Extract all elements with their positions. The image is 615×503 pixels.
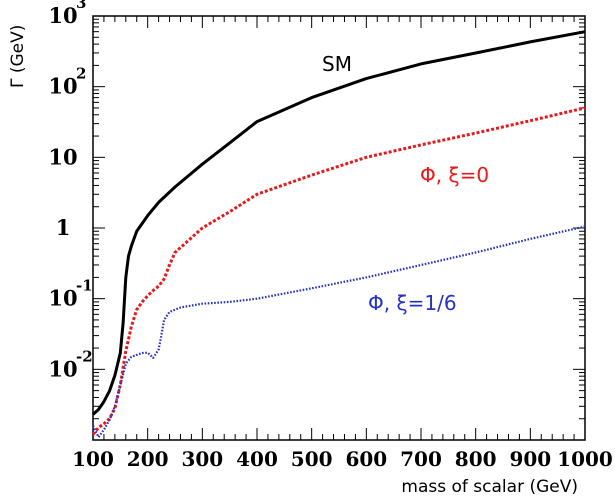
axis-ticks [92,15,586,441]
y-tick-label: 10 [48,356,77,381]
x-tick-label: 300 [181,447,223,471]
y-tick-exponent: -1 [76,277,93,295]
x-tick-label: 800 [455,447,497,471]
y-tick-label: 10 [48,3,77,28]
y-axis-title: Γ (GeV) [8,25,28,88]
y-tick-label: 1 [56,215,71,240]
y-tick-exponent: -2 [76,347,93,365]
x-tick-label: 400 [236,447,278,471]
series-line-phi-xi-1-6 [92,225,586,439]
x-tick-label: 1000 [557,447,613,471]
y-tick-label: 10 [48,286,77,311]
y-tick-exponent: 3 [76,0,86,12]
x-tick-label: 500 [291,447,333,471]
series-line-sm [92,30,586,416]
y-tick-exponent: 2 [76,65,86,83]
y-tick-label: 10 [48,74,77,99]
series-lines [91,30,586,439]
legend-label-phi-xi-1-6: Φ, ξ=1/6 [368,291,457,315]
x-tick-label: 900 [509,447,551,471]
legend-label-phi-xi-0: Φ, ξ=0 [420,163,489,187]
y-tick-label: 10 [48,144,77,169]
series-line-phi-xi-0 [91,106,586,436]
x-tick-labels: 100 200 300 400 500 600 700 800 900 1000 [72,447,613,471]
x-tick-label: 600 [345,447,387,471]
x-tick-label: 700 [400,447,442,471]
plot-frame [92,15,586,441]
x-axis-title: mass of scalar (GeV) [401,477,578,497]
legend-label-sm: SM [322,52,352,76]
x-tick-label: 200 [127,447,169,471]
x-tick-label: 100 [72,447,114,471]
